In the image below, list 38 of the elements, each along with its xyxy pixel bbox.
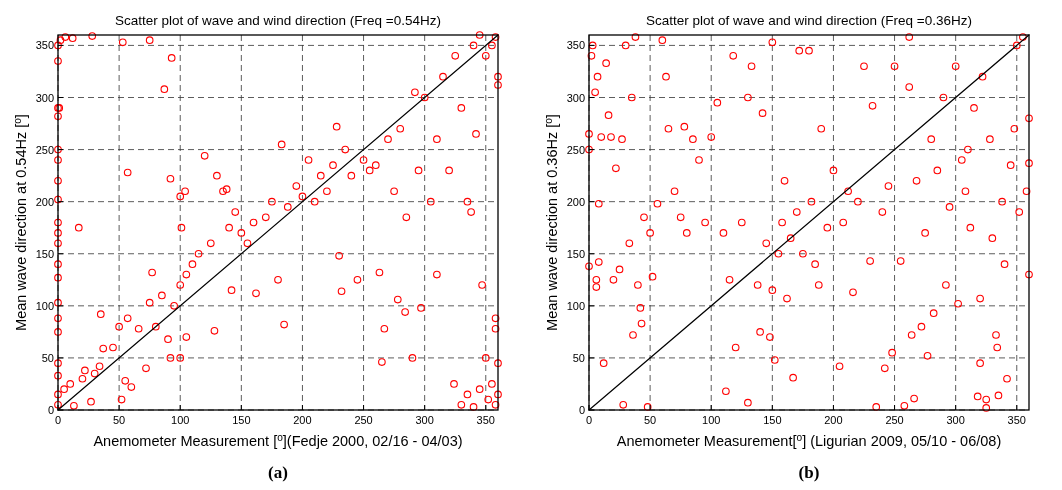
x-tick-label: 250: [354, 414, 373, 426]
x-tick-label: 0: [585, 414, 593, 426]
x-tick-label: 350: [1007, 414, 1026, 426]
y-tick-label: 250: [566, 143, 585, 156]
x-tick-label: 150: [232, 414, 251, 426]
y-tick-label: 150: [35, 247, 54, 260]
x-tick-label: 200: [824, 414, 843, 426]
chart-title: Scatter plot of wave and wind direction (Freq =0.36Hz): [645, 13, 973, 28]
y-tick-label: 300: [35, 91, 54, 104]
y-tick-label: 250: [35, 143, 54, 156]
x-axis-title: Anemometer Measurement [$^{o}$](Fedje 2000, 02/16 - 04/03): [93, 431, 463, 449]
x-tick-label: 150: [763, 414, 782, 426]
y-tick-label: 50: [572, 351, 585, 364]
y-tick-label: 200: [35, 195, 54, 208]
chart-title: Scatter plot of wave and wind direction (Freq =0.54Hz): [114, 13, 442, 28]
y-tick-label: 100: [566, 299, 585, 312]
y-tick-label: 150: [566, 247, 585, 260]
x-axis-title: Anemometer Measurement[$^{o}$] (Ligurian 2009, 05/10 - 06/08): [616, 431, 1002, 449]
y-tick-label: 350: [566, 39, 585, 52]
y-tick-label: 0: [578, 404, 585, 416]
y-tick-label: 350: [35, 39, 54, 52]
x-tick-label: 50: [643, 414, 657, 426]
x-tick-label: 50: [112, 414, 126, 426]
x-tick-label: 200: [293, 414, 312, 426]
y-tick-label: 50: [41, 351, 54, 364]
text: (a): [268, 463, 288, 482]
y-tick-label: 0: [47, 404, 54, 416]
x-tick-label: 300: [946, 414, 965, 426]
y-tick-label: 300: [566, 91, 585, 104]
x-tick-label: 100: [702, 414, 721, 426]
text: (b): [798, 463, 820, 482]
x-tick-label: 0: [54, 414, 62, 426]
y-tick-label: 200: [566, 195, 585, 208]
x-tick-label: 300: [415, 414, 434, 426]
x-tick-label: 250: [885, 414, 904, 426]
x-tick-label: 100: [171, 414, 190, 426]
x-tick-label: 350: [476, 414, 495, 426]
y-tick-label: 100: [35, 299, 54, 312]
